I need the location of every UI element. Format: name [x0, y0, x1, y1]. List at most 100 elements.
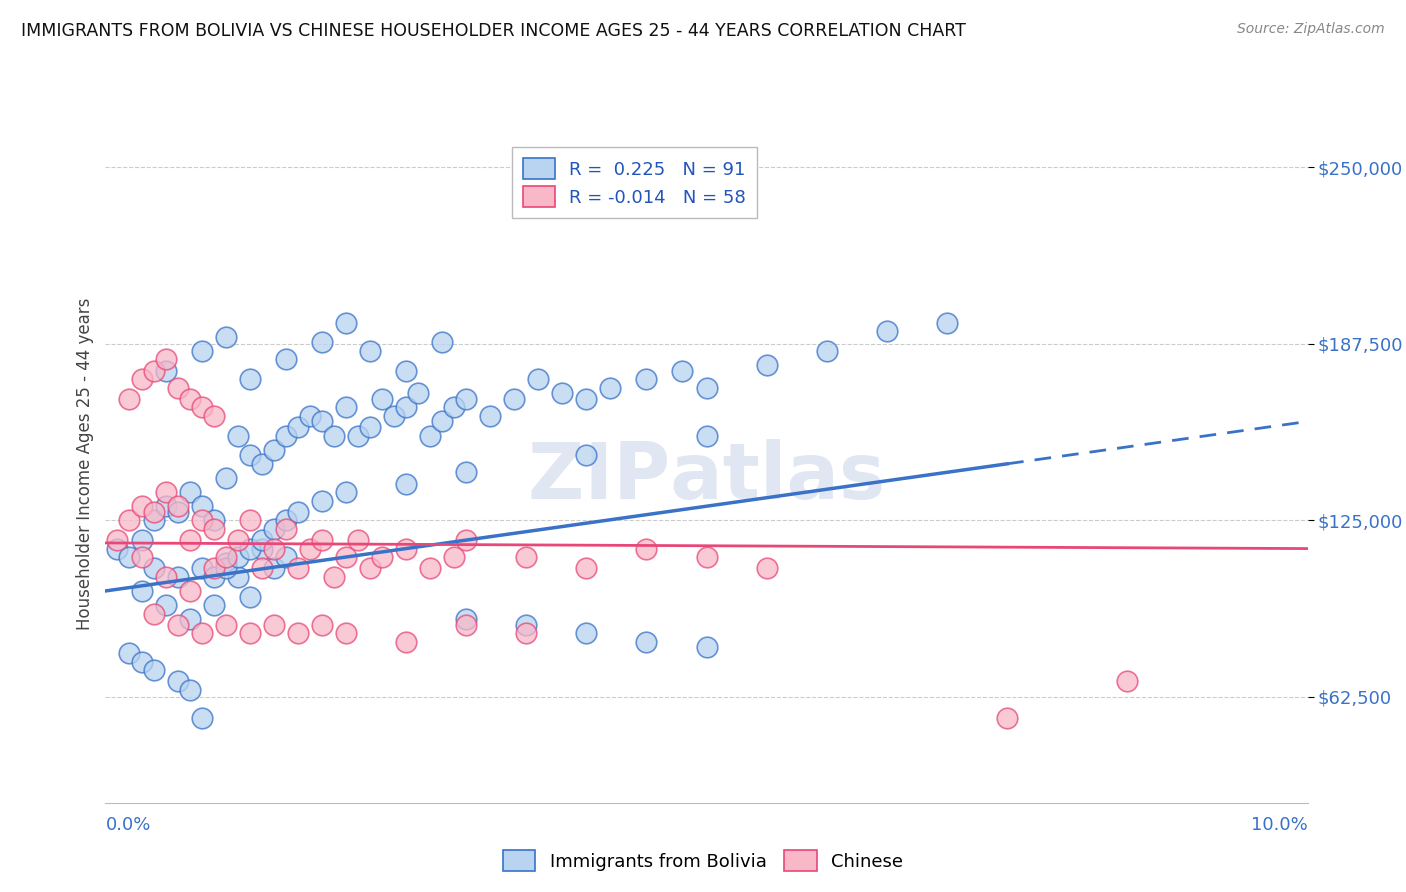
- Point: [179, 682, 201, 697]
- Point: [287, 505, 309, 519]
- Point: [419, 561, 441, 575]
- Point: [287, 420, 309, 434]
- Point: [155, 570, 177, 584]
- Point: [815, 343, 838, 358]
- Point: [636, 541, 658, 556]
- Point: [214, 471, 236, 485]
- Point: [190, 711, 212, 725]
- Point: [166, 380, 188, 394]
- Point: [250, 457, 273, 471]
- Point: [515, 626, 537, 640]
- Point: [239, 541, 262, 556]
- Point: [179, 583, 201, 598]
- Point: [479, 409, 502, 423]
- Point: [335, 626, 357, 640]
- Point: [202, 513, 225, 527]
- Legend: R =  0.225   N = 91, R = -0.014   N = 58: R = 0.225 N = 91, R = -0.014 N = 58: [512, 147, 756, 218]
- Point: [636, 372, 658, 386]
- Point: [322, 428, 344, 442]
- Point: [190, 561, 212, 575]
- Point: [190, 343, 212, 358]
- Point: [226, 570, 249, 584]
- Point: [335, 316, 357, 330]
- Point: [443, 401, 465, 415]
- Point: [190, 626, 212, 640]
- Point: [406, 386, 429, 401]
- Point: [696, 380, 718, 394]
- Point: [347, 533, 370, 547]
- Text: 0.0%: 0.0%: [105, 816, 150, 834]
- Point: [131, 655, 153, 669]
- Point: [263, 541, 285, 556]
- Point: [142, 607, 165, 621]
- Text: Source: ZipAtlas.com: Source: ZipAtlas.com: [1237, 22, 1385, 37]
- Point: [131, 549, 153, 565]
- Point: [239, 448, 262, 462]
- Point: [166, 500, 188, 514]
- Point: [575, 561, 598, 575]
- Point: [1116, 674, 1139, 689]
- Point: [382, 409, 405, 423]
- Point: [419, 428, 441, 442]
- Point: [876, 324, 898, 338]
- Y-axis label: Householder Income Ages 25 - 44 years: Householder Income Ages 25 - 44 years: [76, 298, 94, 630]
- Point: [155, 352, 177, 367]
- Point: [239, 372, 262, 386]
- Point: [226, 549, 249, 565]
- Point: [131, 583, 153, 598]
- Point: [214, 617, 236, 632]
- Point: [118, 513, 141, 527]
- Point: [263, 522, 285, 536]
- Point: [636, 635, 658, 649]
- Point: [166, 617, 188, 632]
- Text: IMMIGRANTS FROM BOLIVIA VS CHINESE HOUSEHOLDER INCOME AGES 25 - 44 YEARS CORRELA: IMMIGRANTS FROM BOLIVIA VS CHINESE HOUSE…: [21, 22, 966, 40]
- Point: [155, 500, 177, 514]
- Point: [395, 476, 418, 491]
- Point: [250, 561, 273, 575]
- Point: [166, 570, 188, 584]
- Point: [454, 617, 477, 632]
- Point: [311, 335, 333, 350]
- Point: [226, 428, 249, 442]
- Point: [515, 617, 537, 632]
- Point: [335, 485, 357, 500]
- Point: [190, 401, 212, 415]
- Point: [454, 466, 477, 480]
- Point: [214, 556, 236, 570]
- Point: [359, 343, 381, 358]
- Point: [250, 541, 273, 556]
- Point: [430, 414, 453, 429]
- Point: [359, 561, 381, 575]
- Point: [107, 533, 129, 547]
- Point: [274, 549, 297, 565]
- Point: [322, 570, 344, 584]
- Point: [263, 617, 285, 632]
- Point: [214, 561, 236, 575]
- Point: [239, 513, 262, 527]
- Point: [166, 674, 188, 689]
- Point: [274, 513, 297, 527]
- Point: [155, 598, 177, 612]
- Point: [179, 612, 201, 626]
- Point: [274, 522, 297, 536]
- Point: [395, 635, 418, 649]
- Point: [263, 561, 285, 575]
- Point: [142, 663, 165, 677]
- Point: [239, 626, 262, 640]
- Point: [359, 420, 381, 434]
- Point: [142, 513, 165, 527]
- Point: [298, 541, 321, 556]
- Point: [527, 372, 550, 386]
- Point: [155, 485, 177, 500]
- Point: [430, 335, 453, 350]
- Point: [214, 549, 236, 565]
- Point: [515, 549, 537, 565]
- Point: [118, 646, 141, 660]
- Point: [202, 522, 225, 536]
- Point: [311, 493, 333, 508]
- Point: [335, 401, 357, 415]
- Point: [142, 505, 165, 519]
- Point: [995, 711, 1018, 725]
- Point: [142, 561, 165, 575]
- Point: [311, 617, 333, 632]
